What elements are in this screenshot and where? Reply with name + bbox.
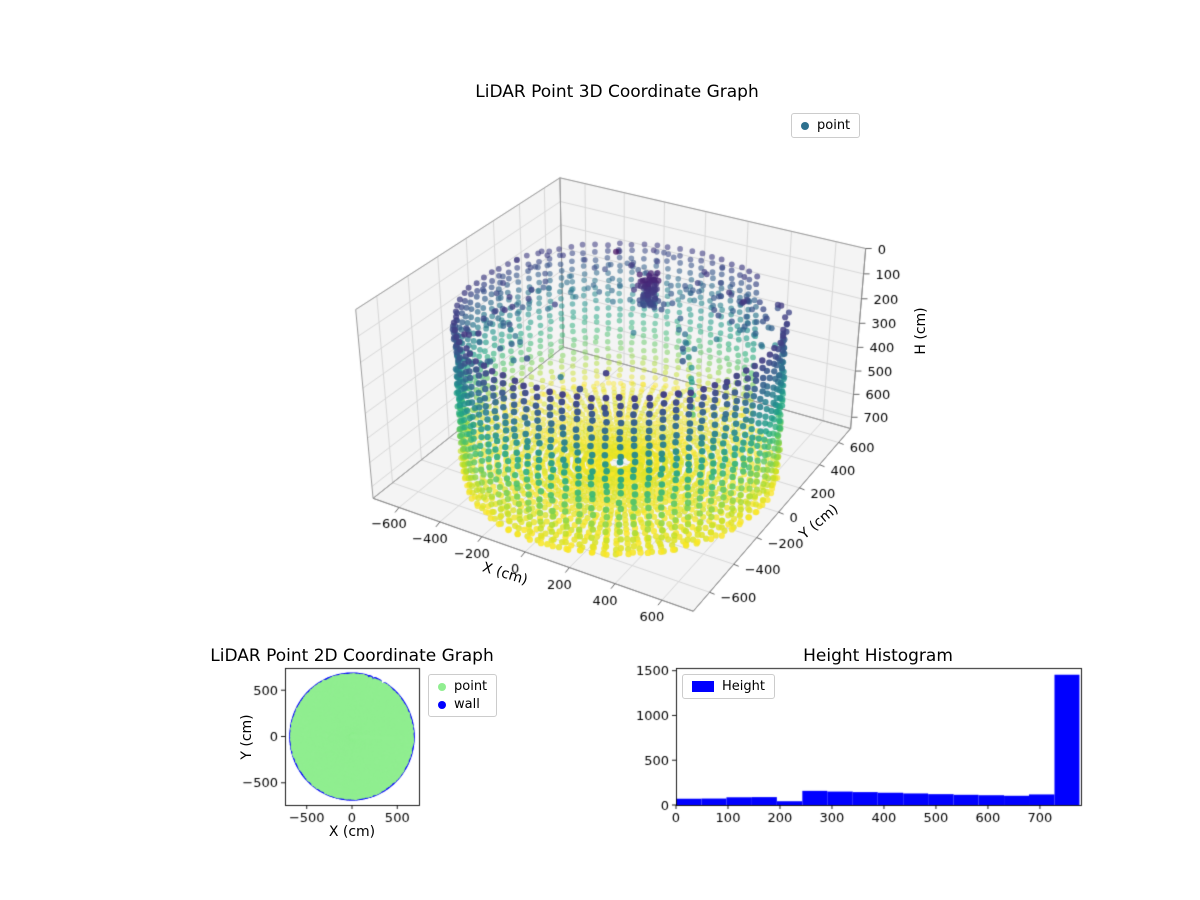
wall-marker-icon (438, 700, 446, 709)
legend-item-wall: wall (438, 697, 487, 712)
hist-legend: Height (682, 674, 775, 699)
hist-title: Height Histogram (803, 646, 953, 666)
legend-item-label: Height (722, 679, 765, 694)
legend-item-label: wall (454, 697, 480, 712)
point-marker-icon (438, 682, 446, 691)
legend-item-point: point (438, 679, 487, 694)
plot3d-legend: point (791, 113, 861, 138)
plot2d-ylabel: Y (cm) (239, 714, 255, 760)
plot2d-title: LiDAR Point 2D Coordinate Graph (210, 646, 494, 666)
legend-item-point: point (801, 118, 850, 133)
height-bar-swatch-icon (692, 681, 714, 692)
legend-item-label: point (454, 679, 488, 694)
legend-item-height: Height (692, 679, 765, 694)
plot3d-zlabel: H (cm) (913, 307, 929, 355)
legend-item-label: point (817, 118, 851, 133)
scatter-point-marker-icon (801, 121, 809, 130)
plot2d-xlabel: X (cm) (328, 824, 376, 840)
plot3d-title: LiDAR Point 3D Coordinate Graph (475, 82, 759, 102)
plot2d-legend: point wall (428, 674, 498, 717)
